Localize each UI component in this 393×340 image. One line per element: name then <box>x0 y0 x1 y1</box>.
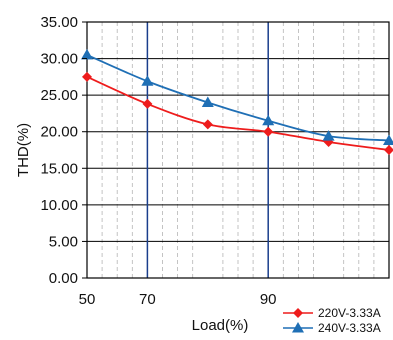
data-point-diamond <box>142 98 153 109</box>
legend-item: 240V-3.33A <box>283 321 381 335</box>
data-point-triangle <box>81 48 93 60</box>
y-tick-label: 35.00 <box>40 14 78 31</box>
data-point-triangle <box>262 114 275 126</box>
data-point-triangle <box>141 75 154 86</box>
y-tick-label: 5.00 <box>49 233 78 250</box>
x-axis-title: Load(%) <box>192 317 249 334</box>
x-tick-label: 50 <box>79 291 96 308</box>
legend-label: 240V-3.33A <box>318 321 381 335</box>
legend-item: 220V-3.33A <box>283 306 381 320</box>
data-point-triangle <box>383 134 393 145</box>
data-point-triangle <box>201 96 214 107</box>
y-axis-ticks: 0.00 5.00 10.00 15.00 20.00 25.00 30.00 35.00 <box>40 14 87 287</box>
data-point-diamond <box>293 308 303 318</box>
minor-gridlines <box>101 22 375 278</box>
data-point-diamond <box>384 145 393 155</box>
x-tick-label: 90 <box>260 291 277 308</box>
series-layer <box>81 48 393 155</box>
series-2 <box>81 48 393 145</box>
data-point-triangle <box>322 130 335 141</box>
x-tick-label: 70 <box>139 291 156 308</box>
y-tick-label: 0.00 <box>49 270 78 287</box>
data-point-triangle <box>292 322 304 333</box>
y-tick-label: 30.00 <box>40 51 78 68</box>
data-point-diamond <box>263 126 274 137</box>
data-point-diamond <box>202 119 213 130</box>
y-tick-label: 10.00 <box>40 197 78 214</box>
x-axis-ticks: 50 70 90 <box>79 291 277 308</box>
series-1 <box>82 71 393 155</box>
y-tick-label: 20.00 <box>40 124 78 141</box>
y-tick-label: 15.00 <box>40 160 78 177</box>
y-axis-title: THD(%) <box>15 123 32 177</box>
y-tick-label: 25.00 <box>40 87 78 104</box>
data-point-diamond <box>82 71 92 82</box>
legend-label: 220V-3.33A <box>318 306 381 320</box>
